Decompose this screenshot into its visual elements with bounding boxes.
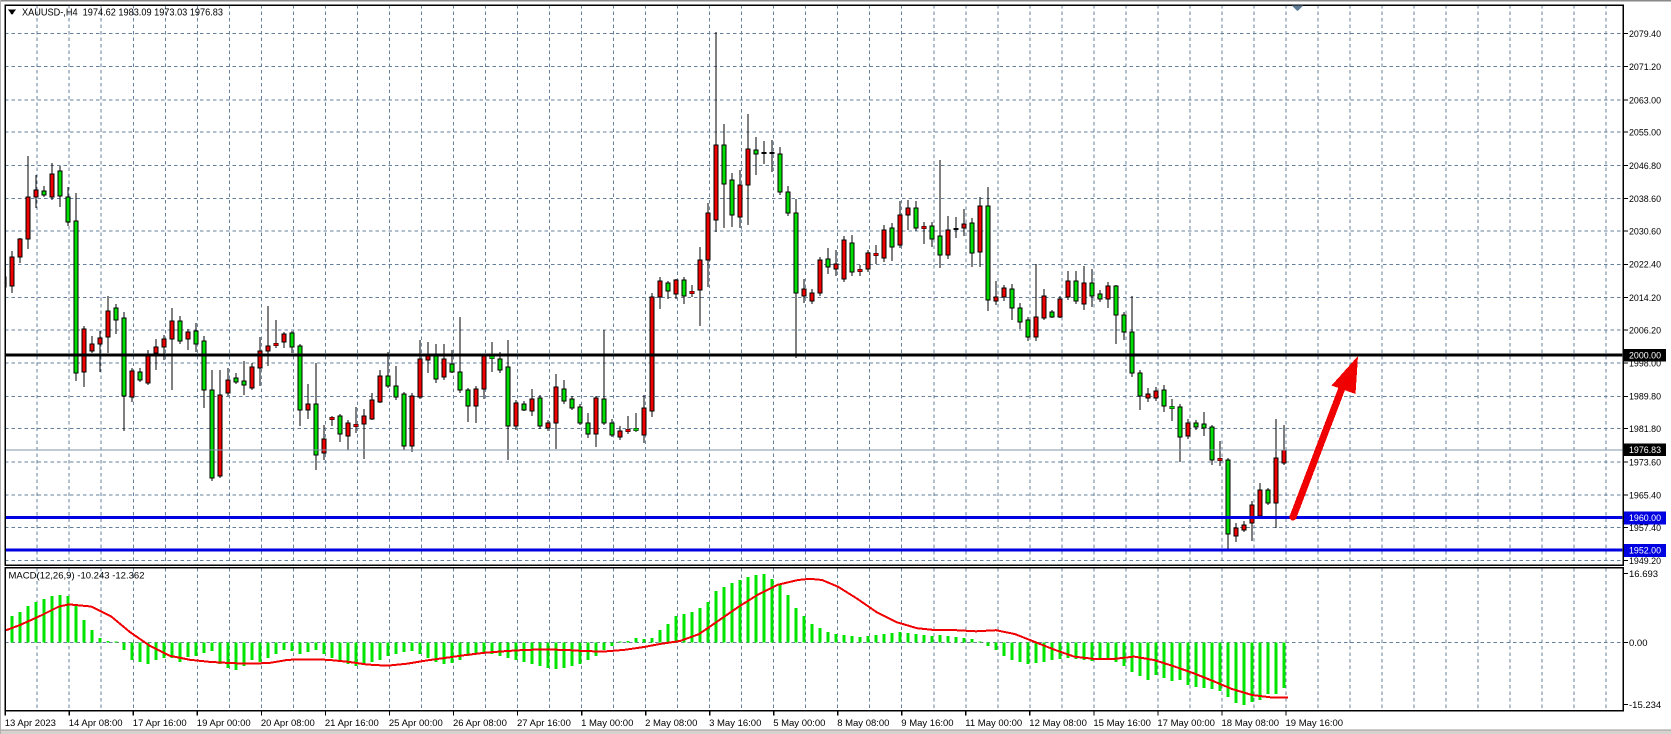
svg-text:11 May 00:00: 11 May 00:00	[965, 718, 1022, 729]
svg-text:XAUUSD-,H4 1974.62 1983.09 19: XAUUSD-,H4 1974.62 1983.09 1973.03 1976.…	[22, 8, 223, 19]
svg-text:8 May 08:00: 8 May 08:00	[837, 718, 889, 729]
svg-text:19 May 16:00: 19 May 16:00	[1286, 718, 1344, 729]
svg-text:21 Apr 16:00: 21 Apr 16:00	[325, 718, 379, 729]
svg-text:1949.20: 1949.20	[1629, 556, 1661, 567]
svg-text:2006.20: 2006.20	[1629, 325, 1661, 336]
svg-text:2000.00: 2000.00	[1629, 350, 1661, 361]
svg-text:14 Apr 08:00: 14 Apr 08:00	[69, 718, 123, 729]
svg-text:2038.60: 2038.60	[1629, 194, 1661, 205]
svg-text:1957.40: 1957.40	[1629, 523, 1661, 534]
svg-text:20 Apr 08:00: 20 Apr 08:00	[261, 718, 315, 729]
svg-text:2079.40: 2079.40	[1629, 29, 1661, 40]
svg-text:16.693: 16.693	[1629, 569, 1658, 580]
svg-text:5 May 00:00: 5 May 00:00	[773, 718, 825, 729]
svg-text:1952.00: 1952.00	[1629, 546, 1661, 557]
svg-text:1976.83: 1976.83	[1629, 445, 1661, 456]
svg-text:17 Apr 16:00: 17 Apr 16:00	[133, 718, 187, 729]
svg-text:17 May 00:00: 17 May 00:00	[1157, 718, 1215, 729]
svg-text:MACD(12,26,9) -10.243 -12.362: MACD(12,26,9) -10.243 -12.362	[9, 571, 145, 582]
svg-text:25 Apr 00:00: 25 Apr 00:00	[389, 718, 443, 729]
svg-text:1981.80: 1981.80	[1629, 424, 1661, 435]
svg-text:19 Apr 00:00: 19 Apr 00:00	[197, 718, 251, 729]
svg-text:2063.00: 2063.00	[1629, 95, 1661, 106]
svg-text:2046.80: 2046.80	[1629, 161, 1661, 172]
svg-text:13 Apr 2023: 13 Apr 2023	[5, 718, 56, 729]
svg-text:1 May 00:00: 1 May 00:00	[581, 718, 633, 729]
svg-text:2014.20: 2014.20	[1629, 293, 1661, 304]
svg-text:12 May 08:00: 12 May 08:00	[1029, 718, 1087, 729]
svg-text:26 Apr 08:00: 26 Apr 08:00	[453, 718, 507, 729]
svg-text:2 May 08:00: 2 May 08:00	[645, 718, 697, 729]
svg-text:2071.20: 2071.20	[1629, 62, 1661, 73]
svg-text:0.00: 0.00	[1629, 638, 1648, 649]
svg-text:2030.60: 2030.60	[1629, 227, 1661, 238]
svg-text:2022.40: 2022.40	[1629, 260, 1661, 271]
svg-text:-15.234: -15.234	[1629, 700, 1661, 711]
svg-text:1998.00: 1998.00	[1629, 359, 1661, 370]
svg-text:3 May 16:00: 3 May 16:00	[709, 718, 761, 729]
svg-text:1965.40: 1965.40	[1629, 491, 1661, 502]
svg-text:27 Apr 16:00: 27 Apr 16:00	[517, 718, 571, 729]
svg-text:18 May 08:00: 18 May 08:00	[1222, 718, 1280, 729]
svg-text:9 May 16:00: 9 May 16:00	[901, 718, 953, 729]
svg-text:1960.00: 1960.00	[1629, 513, 1661, 524]
svg-text:1973.60: 1973.60	[1629, 457, 1661, 468]
svg-text:15 May 16:00: 15 May 16:00	[1093, 718, 1151, 729]
svg-text:2055.00: 2055.00	[1629, 128, 1661, 139]
svg-text:1989.80: 1989.80	[1629, 392, 1661, 403]
